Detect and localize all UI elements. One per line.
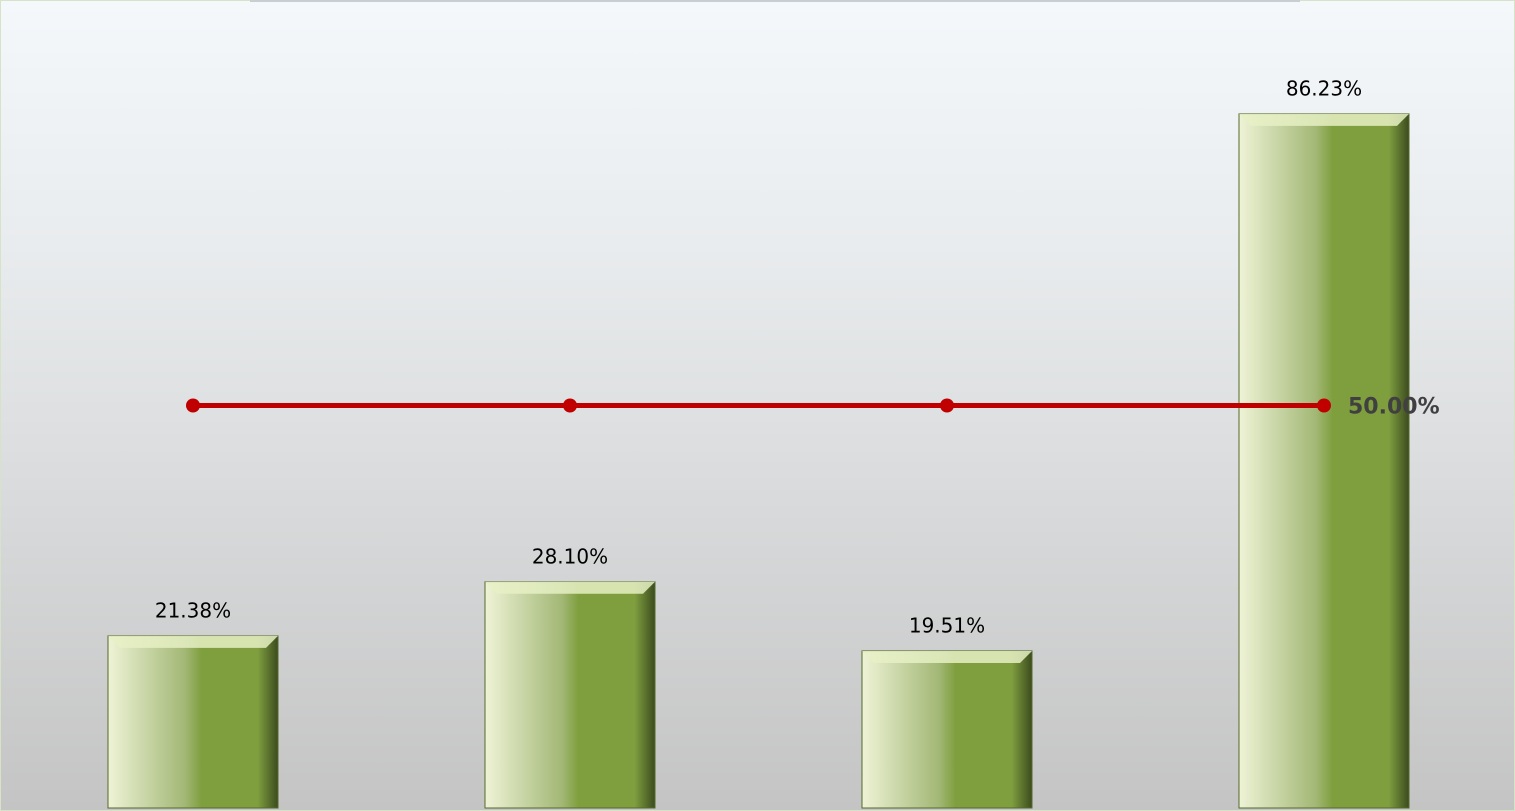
line-marker bbox=[1317, 398, 1331, 413]
data-label: 86.23% bbox=[1286, 76, 1362, 100]
data-label: 21.38% bbox=[155, 598, 231, 622]
bar-bevel bbox=[485, 581, 655, 594]
data-label: 50.00% bbox=[1348, 395, 1440, 420]
bar bbox=[861, 650, 1033, 809]
bar bbox=[484, 581, 656, 809]
data-label: 19.51% bbox=[909, 613, 985, 637]
bar bbox=[107, 635, 279, 809]
line-marker bbox=[563, 398, 577, 413]
bar-bevel bbox=[862, 650, 1032, 663]
data-label: 28.10% bbox=[532, 544, 608, 568]
line-marker bbox=[940, 398, 954, 413]
bar-bevel bbox=[108, 635, 278, 648]
bar bbox=[1238, 113, 1410, 809]
bar-bevel bbox=[1239, 113, 1409, 126]
line-marker bbox=[186, 398, 200, 413]
